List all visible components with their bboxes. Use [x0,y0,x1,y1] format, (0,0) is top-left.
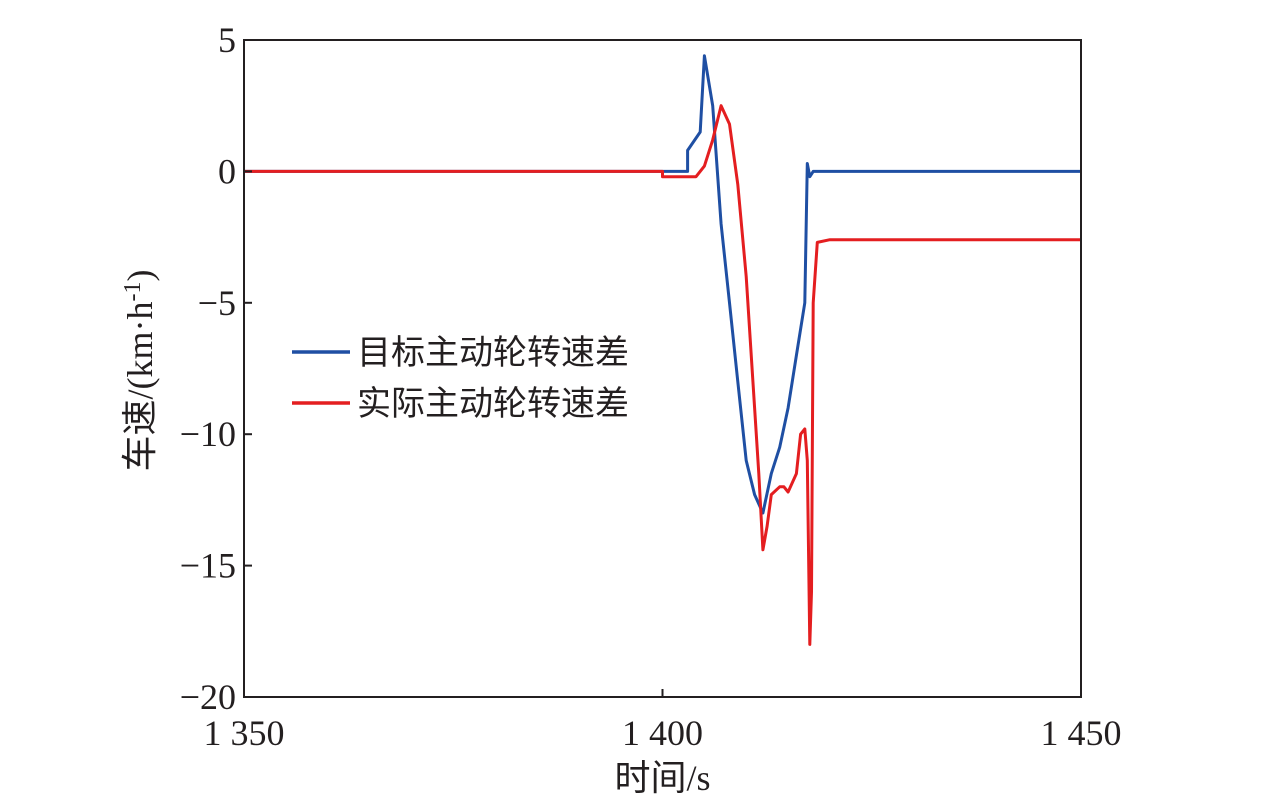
x-axis-title: 时间/s [614,758,710,798]
y-tick-label: 0 [218,151,236,191]
y-tick-label: −5 [198,283,236,323]
axis-ticks: 5 0 −5 −10 −15 −201 350 1 400 1 450 [180,20,1122,753]
y-tick-label: 5 [218,20,236,60]
y-tick-label: −20 [180,677,236,717]
x-tick-label: 1 400 [622,713,703,753]
legend: 目标主动轮转速差 实际主动轮转速差 [292,333,629,424]
series-line-0 [244,54,1081,515]
y-tick-label: −10 [180,414,236,454]
y-tick-label: −15 [180,546,236,586]
y-axis-title: 车速/(km·h-1) [120,270,160,472]
series-lines [244,54,1081,646]
series-line-1 [244,104,1081,646]
legend-label-actual: 实际主动轮转速差 [357,384,629,424]
x-tick-label: 1 350 [204,713,285,753]
x-tick-label: 1 450 [1041,713,1122,753]
legend-label-target: 目标主动轮转速差 [357,333,629,373]
